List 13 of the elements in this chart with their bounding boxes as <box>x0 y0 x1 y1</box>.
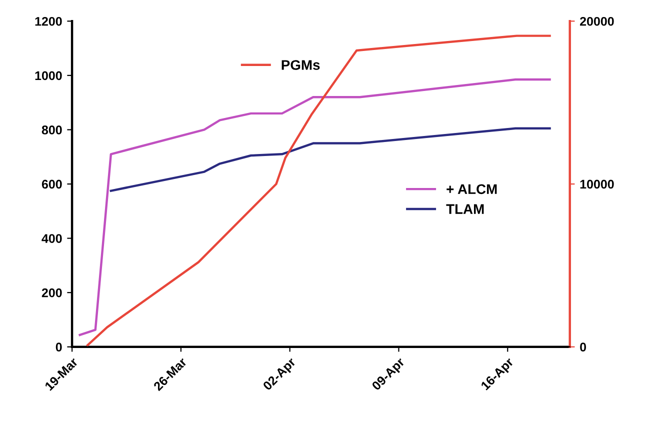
y2-tick-label: 20000 <box>580 16 614 26</box>
y2-tick-label: 10000 <box>580 180 614 189</box>
y-tick-label: 1000 <box>35 71 62 80</box>
y2-tick-label: 0 <box>580 342 586 352</box>
legend-label: TLAM <box>446 204 484 214</box>
y-tick-label: 0 <box>56 342 62 352</box>
y-tick-label: 600 <box>42 180 62 189</box>
y-tick-label: 800 <box>42 126 62 134</box>
legend-label: + ALCM <box>446 184 497 194</box>
legend-label: PGMs <box>282 60 320 70</box>
y-tick-label: 400 <box>42 234 62 243</box>
y-tick-label: 200 <box>42 288 62 298</box>
y-tick-label: 1200 <box>35 16 62 26</box>
